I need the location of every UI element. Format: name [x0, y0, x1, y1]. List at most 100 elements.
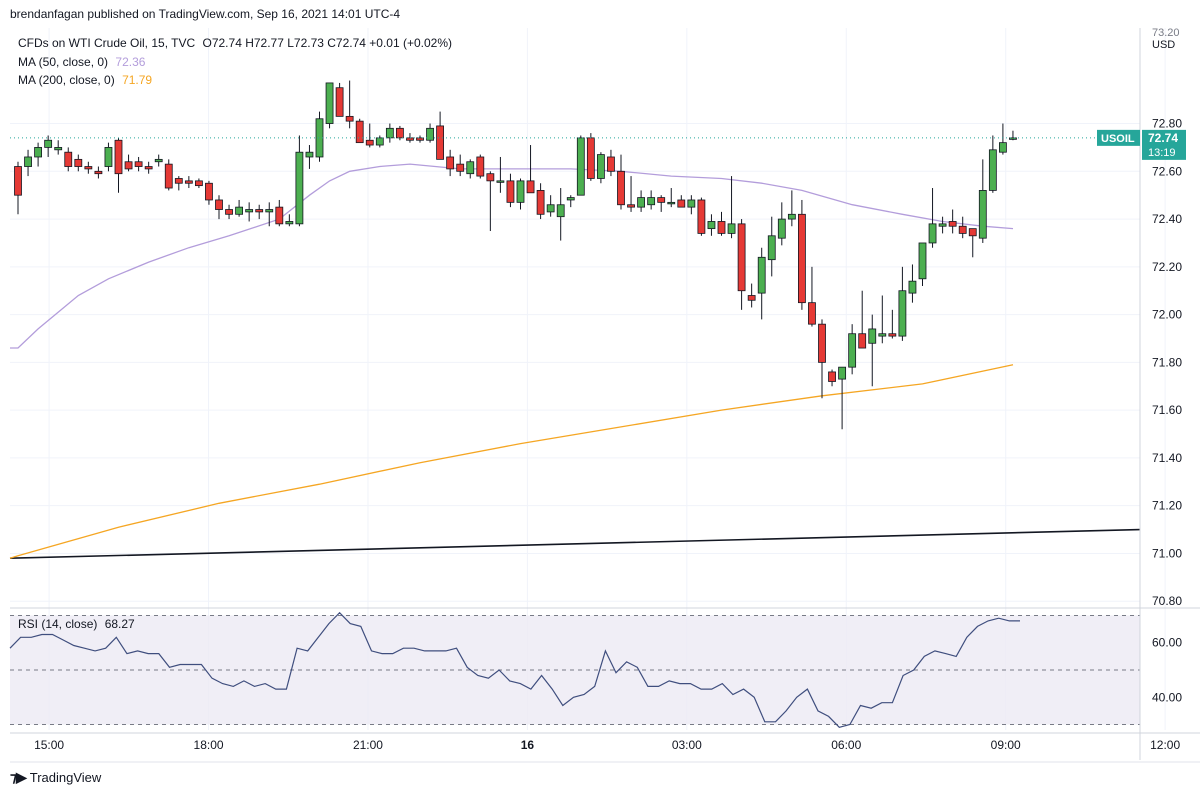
candle-body: [978, 190, 987, 239]
candle-body: [466, 161, 475, 175]
candle-body: [838, 366, 846, 380]
candle: [597, 152, 605, 184]
candle-body: [878, 333, 887, 337]
candle: [456, 154, 465, 177]
trendline[interactable]: [9, 528, 1141, 560]
candle-body: [285, 221, 294, 225]
candle: [838, 366, 846, 430]
y-tick-label: 72.60: [1152, 164, 1182, 178]
candle: [406, 133, 414, 143]
candle-body: [295, 151, 304, 225]
ma50-value: 72.36: [115, 55, 146, 69]
candle: [385, 123, 394, 143]
candle-body: [245, 209, 254, 213]
candle-body: [637, 197, 645, 208]
candle: [335, 82, 344, 117]
candle: [255, 204, 264, 220]
candle: [114, 137, 123, 193]
candle: [918, 242, 927, 286]
rsi-panel[interactable]: 60.00 40.00: [9, 611, 1182, 728]
candle: [617, 154, 625, 210]
candle-body: [416, 137, 424, 141]
candle: [245, 202, 254, 222]
candle-body: [918, 242, 927, 280]
y-tick-label: 71.00: [1152, 546, 1182, 560]
candle-body: [868, 328, 877, 344]
candle-body: [74, 158, 83, 167]
candle-body: [657, 197, 666, 203]
candle-body: [948, 221, 957, 227]
y-tick-label: 71.60: [1152, 403, 1182, 417]
candle: [818, 319, 826, 399]
ma200-label: MA (200, close, 0): [18, 73, 115, 87]
candle: [576, 135, 585, 196]
candle-body: [707, 221, 716, 230]
y-tick-label: 72.20: [1152, 260, 1182, 274]
candle-body: [566, 197, 575, 201]
candle: [466, 159, 475, 179]
candle-body: [265, 209, 274, 213]
candle: [556, 188, 565, 241]
y-tick-partial: 73.20: [1152, 27, 1180, 39]
legend-ma50: MA (50, close, 0) 72.36: [18, 55, 145, 69]
candle: [637, 190, 645, 212]
candle: [416, 135, 424, 143]
candle-body: [345, 115, 354, 122]
candle: [426, 123, 434, 143]
candle: [34, 142, 42, 167]
candle: [104, 142, 113, 172]
candle: [647, 190, 656, 210]
candle: [798, 199, 806, 310]
candle-body: [225, 209, 233, 215]
candle: [868, 314, 877, 387]
candle: [757, 247, 766, 320]
candle-body: [385, 127, 394, 139]
candle: [607, 149, 615, 177]
candle-body: [717, 221, 726, 234]
candle-body: [446, 156, 455, 170]
candle-body: [164, 163, 173, 189]
candle-body: [647, 197, 656, 206]
candle-body: [848, 333, 857, 368]
candle: [999, 123, 1007, 155]
candle: [787, 190, 796, 227]
x-tick-label: 18:00: [194, 738, 224, 752]
candle-body: [335, 87, 344, 117]
candle: [144, 161, 153, 174]
candle: [566, 195, 575, 208]
candle-body: [988, 149, 997, 191]
badge-price-box: [1142, 129, 1186, 160]
candle-body: [94, 170, 103, 175]
currency-label: USD: [1152, 39, 1175, 51]
candle-body: [325, 82, 334, 124]
tradingview-logo-icon: ⁊▶: [10, 769, 27, 785]
candle: [74, 154, 83, 172]
candle-body: [184, 180, 193, 184]
candle-body: [958, 225, 967, 234]
candle-body: [255, 209, 264, 213]
y-tick-label: 70.80: [1152, 594, 1182, 608]
candle-body: [436, 125, 445, 160]
ma50-line: [10, 163, 1014, 349]
candle-body: [375, 137, 384, 146]
badge-countdown: 13:19: [1148, 147, 1176, 159]
x-tick-label: 12:00: [1150, 738, 1180, 752]
candle: [375, 135, 384, 148]
candle: [174, 176, 183, 191]
candle-body: [14, 166, 22, 196]
footer: ⁊▶ TradingView: [10, 769, 101, 786]
candle: [355, 118, 364, 144]
candle-body: [114, 139, 123, 175]
legend-ma200: MA (200, close, 0) 71.79: [18, 73, 152, 87]
candle-body: [215, 199, 223, 210]
rsi-line: [9, 611, 1020, 728]
candle-body: [747, 295, 756, 301]
candle: [14, 161, 22, 215]
candle-body: [777, 218, 786, 239]
ma50-label: MA (50, close, 0): [18, 55, 109, 69]
candle: [687, 195, 696, 215]
badge-price: 72.74: [1148, 131, 1178, 145]
candle: [164, 159, 173, 191]
candle: [215, 195, 223, 220]
